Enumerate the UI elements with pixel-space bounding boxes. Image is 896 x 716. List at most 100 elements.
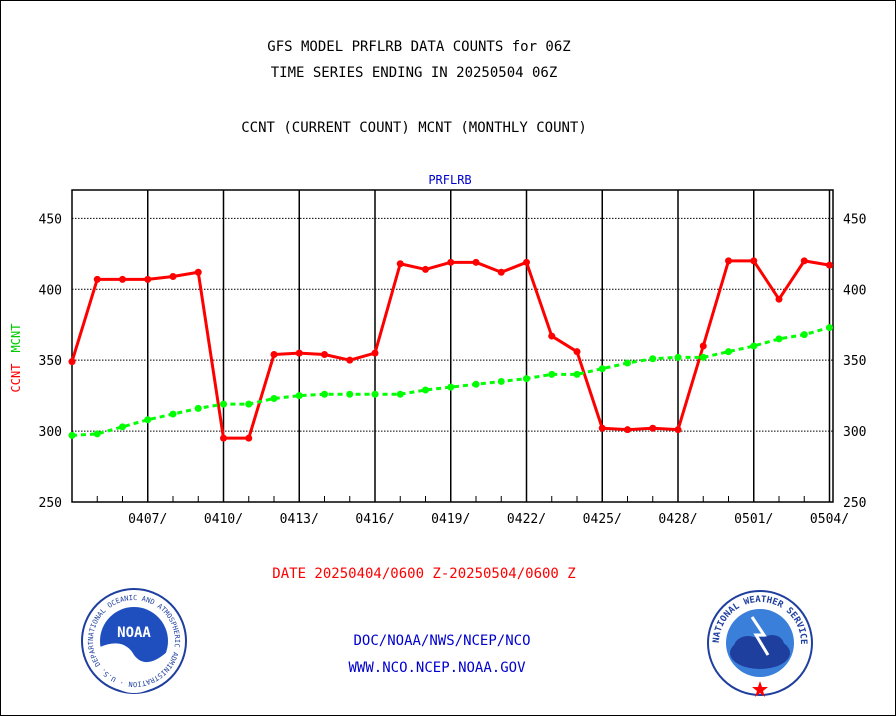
mcnt-point <box>699 353 707 361</box>
ccnt-point <box>548 332 556 340</box>
mcnt-point <box>750 342 758 350</box>
mcnt-point <box>169 410 177 418</box>
mcnt-point <box>68 431 76 439</box>
noaa-logo: NOAA NATIONAL OCEANIC AND ATMOSPHERIC AD… <box>81 588 187 694</box>
ccnt-point <box>119 275 126 283</box>
y-label-ccnt: CCNT <box>9 364 23 393</box>
mcnt-point <box>800 331 808 339</box>
x-tick-label: 0407/ <box>128 512 167 527</box>
ccnt-point <box>346 356 354 364</box>
mcnt-point <box>674 353 682 361</box>
ccnt-point <box>169 273 177 281</box>
ccnt-point <box>775 295 783 303</box>
mcnt-point <box>295 392 303 400</box>
nws-logo: NATIONAL WEATHER SERVICE <box>707 590 813 697</box>
mcnt-point <box>598 365 606 373</box>
ccnt-point <box>270 351 278 359</box>
mcnt-point <box>497 377 505 385</box>
ccnt-point <box>497 268 505 276</box>
y-tick-label-right: 350 <box>843 354 866 369</box>
mcnt-point <box>245 400 253 408</box>
y-tick-label-right: 450 <box>843 212 866 227</box>
series <box>68 257 833 442</box>
y-tick-label-right: 400 <box>843 283 866 298</box>
ccnt-point <box>144 275 152 283</box>
y-tick-label-right: 250 <box>843 496 866 511</box>
mcnt-point <box>220 400 227 408</box>
noaa-logo-text: NOAA <box>117 625 151 641</box>
mcnt-point <box>523 375 530 383</box>
ccnt-point <box>649 424 657 432</box>
x-tick-label: 0501/ <box>734 512 773 527</box>
x-tick-label: 0416/ <box>355 512 394 527</box>
mcnt-point <box>144 416 152 424</box>
website-link[interactable]: WWW.NCO.NCEP.NOAA.GOV <box>348 660 526 676</box>
grid <box>71 190 833 502</box>
ccnt-point <box>220 434 227 442</box>
mcnt-point <box>573 370 581 378</box>
x-tick-label: 0410/ <box>204 512 243 527</box>
x-tick-label: 0422/ <box>507 512 546 527</box>
ccnt-point <box>422 265 429 273</box>
mcnt-point <box>725 348 732 356</box>
ccnt-point <box>573 348 581 356</box>
ccnt-point <box>447 258 455 266</box>
y-tick-label-right: 300 <box>843 425 866 440</box>
mcnt-point <box>548 370 556 378</box>
ccnt-point <box>800 257 808 265</box>
ccnt-point <box>674 426 682 434</box>
y-tick-label-left: 250 <box>39 496 62 511</box>
mcnt-point <box>775 335 783 343</box>
ccnt-point <box>295 349 303 357</box>
x-tick-label: 0504/ <box>810 512 849 527</box>
title-line-2: TIME SERIES ENDING IN 20250504 06Z <box>270 65 558 81</box>
x-tick-labels: 0407/0410/0413/0416/0419/0422/0425/0428/… <box>128 512 849 527</box>
mcnt-point <box>422 386 429 394</box>
y-tick-label-left: 300 <box>39 425 62 440</box>
ccnt-point <box>194 268 202 276</box>
mcnt-point <box>346 390 354 398</box>
x-tick-label: 0428/ <box>658 512 697 527</box>
mcnt-point <box>119 423 126 431</box>
title-line-3: CCNT (CURRENT COUNT) MCNT (MONTHLY COUNT… <box>241 120 587 136</box>
x-tick-label: 0419/ <box>431 512 470 527</box>
ccnt-point <box>598 424 606 432</box>
plot-border <box>71 189 834 503</box>
mcnt-point <box>270 394 278 402</box>
ccnt-point <box>93 275 101 283</box>
ccnt-point <box>725 257 732 265</box>
mcnt-point <box>447 383 455 391</box>
mcnt-point <box>321 390 328 398</box>
ccnt-point <box>472 258 480 266</box>
mcnt-point <box>371 390 379 398</box>
mcnt-point <box>649 355 657 363</box>
y-axis-label: CCNT MCNT <box>9 324 23 393</box>
ccnt-point <box>699 342 707 350</box>
mcnt-point <box>396 390 404 398</box>
y-tick-labels: 250 250 300 300 350 350 400 400 450 450 <box>39 212 867 511</box>
y-tick-label-left: 450 <box>39 212 62 227</box>
ccnt-point <box>826 261 833 269</box>
date-range: DATE 20250404/0600 Z-20250504/0600 Z <box>272 566 576 582</box>
ccnt-point <box>68 358 76 366</box>
y-label-mcnt: MCNT <box>9 324 23 353</box>
ccnt-point <box>245 434 253 442</box>
ccnt-point <box>371 349 379 357</box>
mcnt-point <box>93 430 101 438</box>
x-tick-label: 0425/ <box>583 512 622 527</box>
org-path: DOC/NOAA/NWS/NCEP/NCO <box>353 633 531 649</box>
ccnt-point <box>523 258 530 266</box>
mcnt-point <box>194 404 202 412</box>
ccnt-point <box>396 260 404 268</box>
mcnt-point <box>472 380 480 388</box>
ccnt-point <box>624 426 631 434</box>
title-line-1: GFS MODEL PRFLRB DATA COUNTS for 06Z <box>267 39 571 55</box>
x-tick-label: 0413/ <box>280 512 319 527</box>
ccnt-point <box>750 257 758 265</box>
chart-title: PRFLRB <box>428 173 471 187</box>
y-tick-label-left: 400 <box>39 283 62 298</box>
mcnt-point <box>826 324 833 332</box>
ccnt-point <box>321 351 328 359</box>
mcnt-point <box>624 359 631 367</box>
